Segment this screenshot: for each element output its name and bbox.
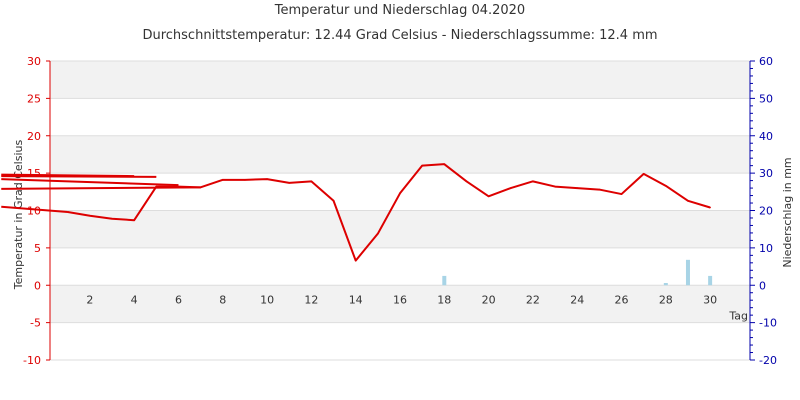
temperature-point: [576, 187, 579, 189]
temperature-artifact-line: [1, 175, 157, 178]
precipitation-bar: [685, 259, 690, 286]
temperature-point: [310, 180, 313, 183]
chart-title: Temperatur und Niederschlag 04.2020: [274, 3, 526, 18]
x-tick-label: 12: [304, 293, 318, 306]
y-tick-label-left: 5: [34, 242, 41, 255]
y-tick-label-right: 60: [759, 55, 773, 68]
temperature-point: [244, 179, 246, 181]
precipitation-bar: [663, 283, 668, 286]
x-tick-label: 16: [393, 293, 407, 306]
y-tick-label-right: -10: [759, 317, 777, 330]
temperature-point: [199, 186, 202, 189]
temperature-point: [665, 185, 667, 187]
temperature-point: [532, 180, 534, 183]
temperature-artifact-line: [1, 178, 179, 187]
y-tick-label-right: 20: [759, 205, 773, 218]
x-axis-label: Tag: [728, 309, 748, 322]
x-tick-label: 20: [482, 293, 496, 306]
x-tick-label: 26: [615, 293, 629, 306]
temperature-line: [67, 163, 711, 262]
temperature-point: [487, 195, 490, 198]
temperature-point: [443, 163, 446, 165]
temperature-point: [377, 232, 379, 235]
temperature-point: [89, 214, 91, 217]
y-tick-label-left: 30: [27, 55, 41, 68]
temperature-point: [332, 199, 335, 202]
y-axis-label-right: Niederschlag in mm: [781, 157, 794, 267]
plot-band: [50, 210, 750, 248]
y-tick-label-right: 40: [759, 130, 773, 143]
temperature-point: [687, 199, 689, 202]
x-tick-label: 4: [131, 293, 138, 306]
y-tick-label-left: 15: [27, 167, 41, 180]
temperature-point: [177, 185, 180, 188]
temperature-point: [354, 259, 357, 262]
temperature-point: [421, 164, 423, 167]
temperature-point: [288, 182, 291, 184]
temperature-point: [709, 206, 711, 209]
x-tick-label: 24: [570, 293, 584, 306]
y-tick-label-left: 25: [27, 92, 41, 105]
temperature-point: [509, 187, 512, 189]
y-tick-label-right: 30: [759, 167, 773, 180]
plot-band: [50, 135, 750, 174]
y-tick-label-right: 50: [759, 92, 773, 105]
x-tick-label: 10: [260, 293, 274, 306]
plot-band: [50, 61, 750, 99]
temperature-point: [554, 185, 556, 188]
chart-subtitle: Durchschnittstemperatur: 12.44 Grad Cels…: [142, 28, 658, 43]
x-tick-label: 30: [703, 293, 717, 306]
temperature-point: [66, 211, 69, 213]
y-tick-label-left: -5: [30, 317, 41, 330]
precipitation-bar: [442, 275, 447, 286]
temperature-point: [465, 180, 468, 183]
temperature-point: [266, 178, 268, 180]
y-tick-label-left: 20: [27, 130, 41, 143]
y-tick-label-left: 0: [34, 279, 41, 292]
y-tick-label-right: 10: [759, 242, 773, 255]
x-tick-label: 2: [86, 293, 93, 306]
x-tick-label: 14: [349, 293, 363, 306]
x-tick-label: 18: [437, 293, 451, 306]
temperature-artifact-line: [1, 205, 68, 213]
temperature-point: [399, 192, 401, 195]
temperature-point: [111, 217, 113, 220]
x-tick-label: 6: [175, 293, 182, 306]
temperature-point: [221, 179, 224, 181]
x-tick-label: 8: [219, 293, 226, 306]
y-axis-label-left: Temperatur in Grad Celsius: [12, 140, 25, 291]
plot-band: [50, 285, 750, 323]
temperature-point: [155, 185, 158, 188]
y-tick-label-right: 0: [759, 279, 766, 292]
y-tick-label-left: 10: [27, 205, 41, 218]
x-tick-label: 22: [526, 293, 540, 306]
temperature-point: [642, 173, 645, 175]
temperature-point: [598, 188, 601, 191]
y-tick-label-left: -10: [23, 354, 41, 367]
precipitation-bar: [708, 275, 713, 286]
temperature-point: [133, 219, 135, 222]
y-tick-label-right: -20: [759, 354, 777, 367]
x-tick-label: 28: [659, 293, 673, 306]
temperature-point: [620, 193, 623, 195]
